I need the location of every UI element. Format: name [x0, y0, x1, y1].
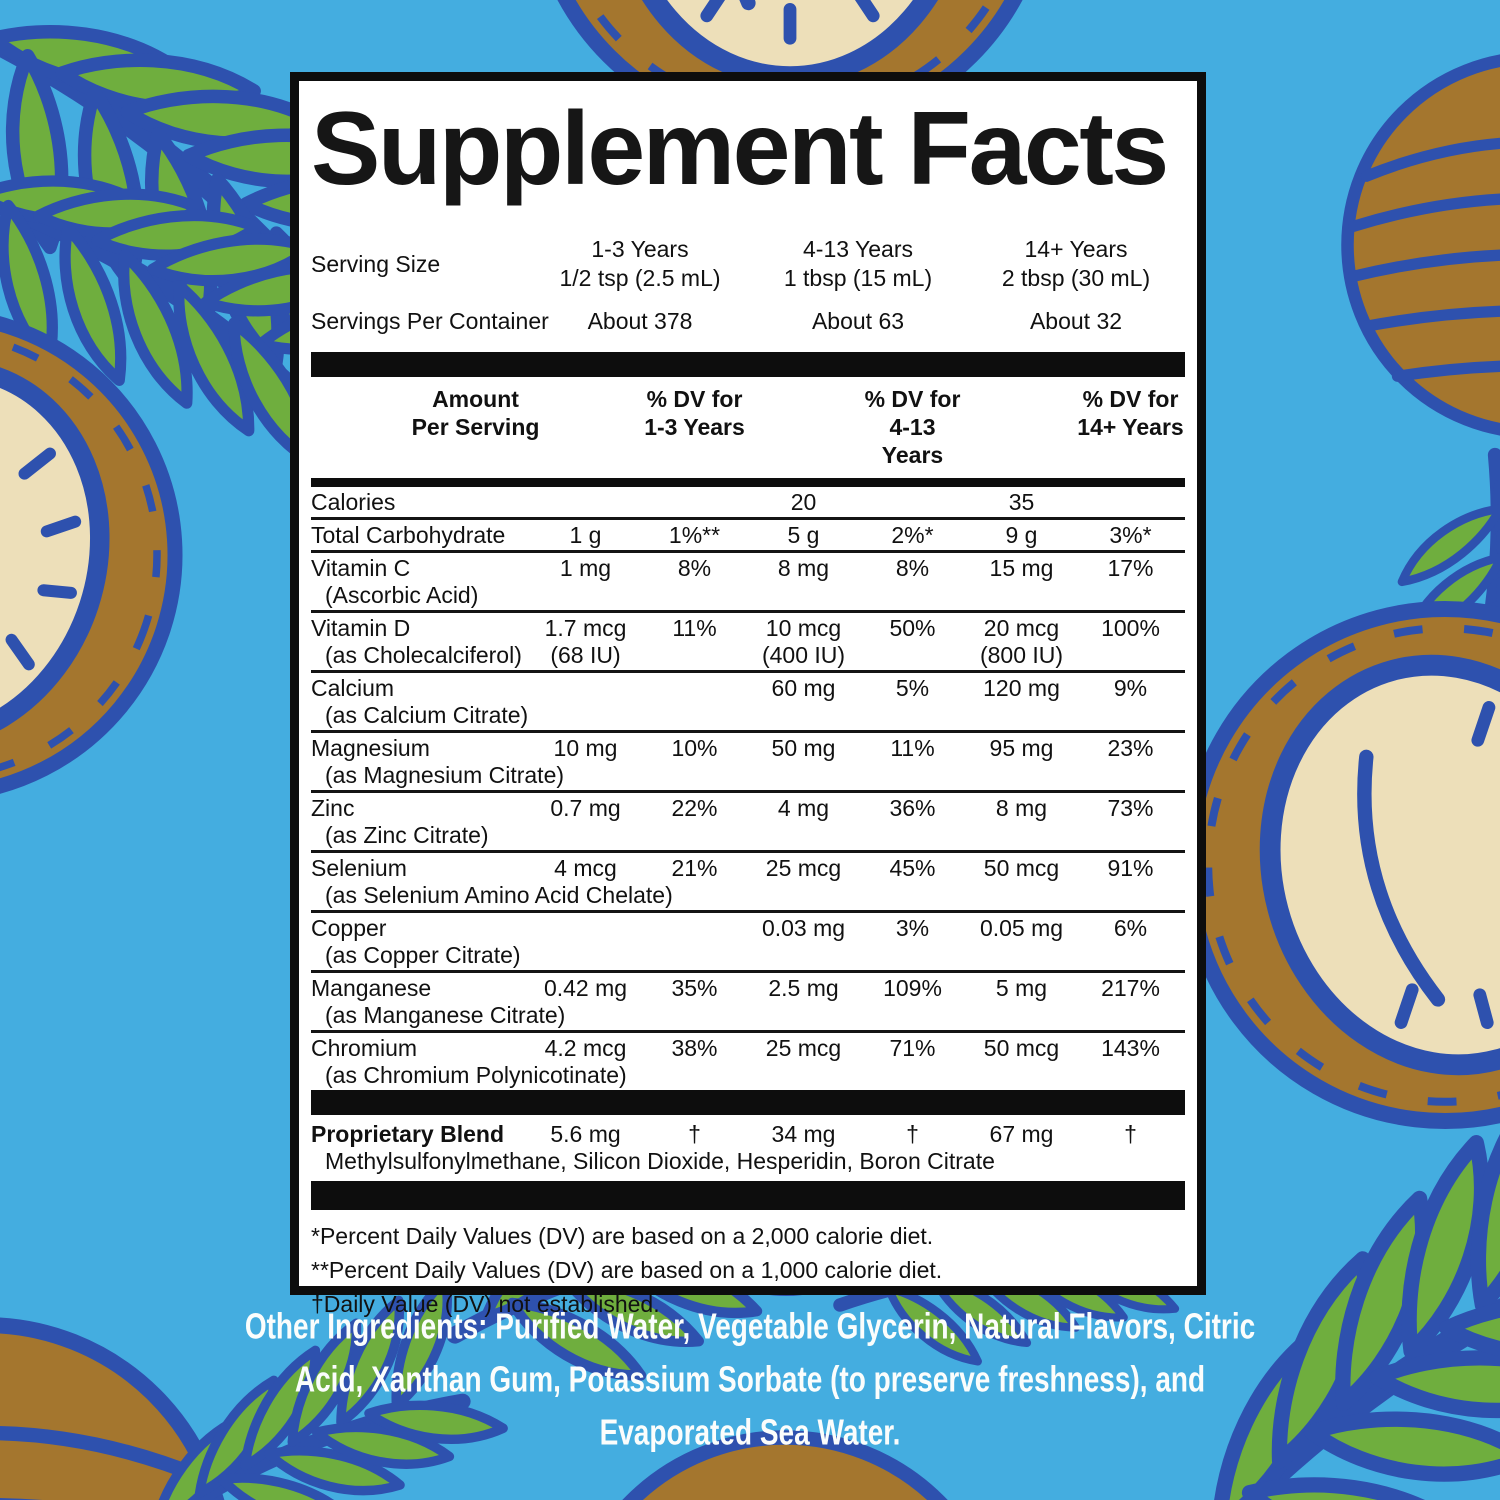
- nutrient-name: Chromium: [311, 1035, 418, 1061]
- table-row: Total Carbohydrate 1 g 1%** 5 g 2%* 9 g …: [311, 520, 1185, 553]
- table-row: Vitamin C 1 mg 8% 8 mg 8% 15 mg 17% (Asc…: [311, 553, 1185, 613]
- blend-name: Proprietary Blend: [311, 1121, 504, 1147]
- nutrient-source: (as Chromium Polynicotinate): [325, 1062, 627, 1088]
- other-ingredients-line: Acid, Xanthan Gum, Potassium Sorbate (to…: [294, 1359, 1206, 1400]
- divider-bar: [311, 352, 1185, 377]
- nutrient-name: Copper: [311, 915, 387, 941]
- footnote: †Daily Value (DV) not established.: [311, 1291, 660, 1317]
- nutrient-name: Magnesium: [311, 735, 430, 761]
- coconut-illustration: [1348, 58, 1500, 433]
- supplement-facts-panel: Supplement Facts Serving Size 1-3 Years …: [290, 72, 1206, 1317]
- divider-bar: [311, 478, 1185, 487]
- serving-group-1: 1-3 Years 1/2 tsp (2.5 mL): [559, 236, 721, 291]
- nutrient-name: Total Carbohydrate: [311, 522, 506, 548]
- blend-ingredients: Methylsulfonylmethane, Silicon Dioxide, …: [325, 1148, 995, 1174]
- header-dv-14plus: % DV for 14+ Years: [1077, 386, 1184, 440]
- table-row: Copper 0.03 mg 3% 0.05 mg 6% (as Copper …: [311, 913, 1185, 973]
- nutrient-source: (as Calcium Citrate): [325, 702, 529, 728]
- footnotes: *Percent Daily Values (DV) are based on …: [311, 1210, 1185, 1321]
- other-ingredients: Other Ingredients: Purified Water, Veget…: [0, 1300, 1500, 1459]
- serving-size-label: Serving Size: [311, 250, 441, 277]
- table-row: Selenium 4 mcg 21% 25 mcg 45% 50 mcg 91%…: [311, 853, 1185, 913]
- serving-group-2: 4-13 Years 1 tbsp (15 mL): [783, 236, 933, 291]
- nutrient-name: Zinc: [311, 795, 355, 821]
- nutrient-name: Calcium: [311, 675, 395, 701]
- nutrient-source: (as Copper Citrate): [325, 942, 521, 968]
- nutrient-source: (as Cholecalciferol): [325, 642, 522, 668]
- other-ingredients-line: Evaporated Sea Water.: [599, 1412, 901, 1453]
- serving-size-row: Serving Size 1-3 Years 1/2 tsp (2.5 mL) …: [311, 235, 1185, 293]
- table-row: Chromium 4.2 mcg 38% 25 mcg 71% 50 mcg 1…: [311, 1033, 1185, 1090]
- panel-title: Supplement Facts: [311, 91, 1169, 207]
- nutrient-source: (as Zinc Citrate): [325, 822, 489, 848]
- nutrient-name: Manganese: [311, 975, 432, 1001]
- nutrient-source: (Ascorbic Acid): [325, 582, 479, 608]
- table-row: Calcium 60 mg 5% 120 mg 9% (as Calcium C…: [311, 673, 1185, 733]
- table-row: Magnesium 10 mg 10% 50 mg 11% 95 mg 23% …: [311, 733, 1185, 793]
- servings-per-container-row: Servings Per Container About 378 About 6…: [311, 308, 1123, 334]
- table-row: Vitamin D 1.7 mcg 11% 10 mcg 50% 20 mcg …: [311, 613, 1185, 673]
- nutrient-name: Vitamin D: [311, 615, 411, 641]
- header-dv-4-13: % DV for 4-13 Years: [864, 386, 961, 468]
- divider-bar: [311, 1181, 1185, 1210]
- table-row: Manganese 0.42 mg 35% 2.5 mg 109% 5 mg 2…: [311, 973, 1185, 1033]
- proprietary-blend-row: Proprietary Blend 5.6 mg † 34 mg † 67 mg…: [311, 1115, 1185, 1176]
- header-dv-1-3: % DV for 1-3 Years: [644, 386, 745, 440]
- other-ingredients-line: Other Ingredients: Purified Water, Veget…: [244, 1306, 1256, 1347]
- nutrient-name: Calories: [311, 489, 396, 515]
- servings-per-container-label: Servings Per Container: [311, 308, 549, 334]
- footnote: **Percent Daily Values (DV) are based on…: [311, 1257, 943, 1283]
- serving-group-3: 14+ Years 2 tbsp (30 mL): [1001, 236, 1151, 291]
- table-row: Zinc 0.7 mg 22% 4 mg 36% 8 mg 73% (as Zi…: [311, 793, 1185, 853]
- nutrient-source: (as Selenium Amino Acid Chelate): [325, 882, 673, 908]
- footnote: *Percent Daily Values (DV) are based on …: [311, 1223, 934, 1249]
- nutrient-source: (as Magnesium Citrate): [325, 762, 565, 788]
- table-row: Calories 20 35: [311, 487, 1185, 520]
- header-amount: Amount Per Serving: [411, 386, 540, 440]
- nutrient-name: Selenium: [311, 855, 407, 881]
- divider-bar: [311, 1090, 1185, 1115]
- nutrient-source: (as Manganese Citrate): [325, 1002, 566, 1028]
- table-header: Amount Per Serving % DV for 1-3 Years % …: [311, 377, 1185, 478]
- nutrient-name: Vitamin C: [311, 555, 411, 581]
